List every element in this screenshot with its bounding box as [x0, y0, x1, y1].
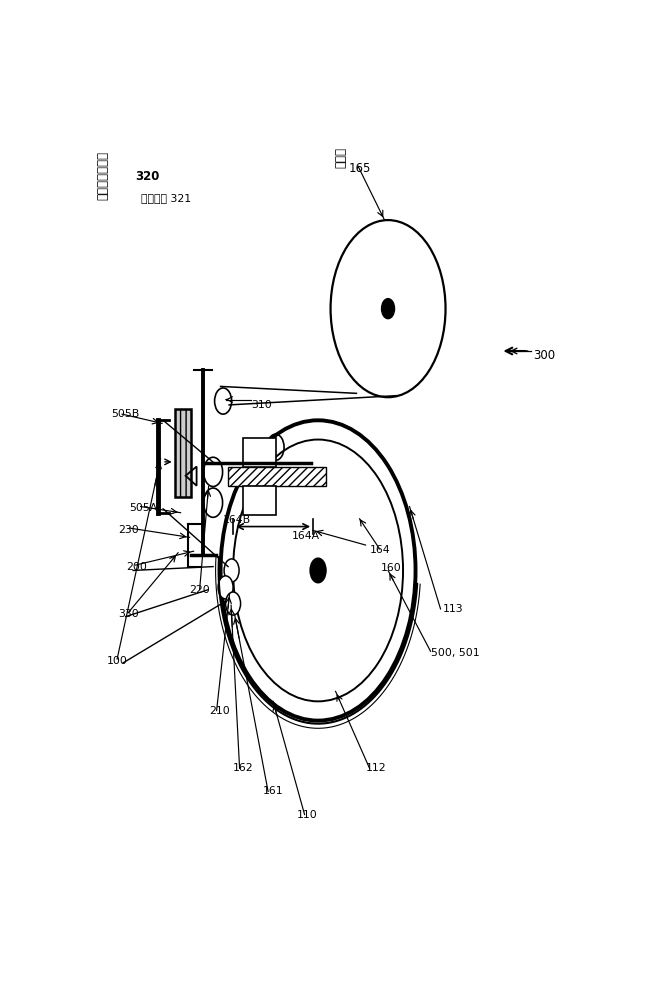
Circle shape	[218, 576, 233, 599]
Text: 164B: 164B	[223, 515, 251, 525]
Circle shape	[226, 592, 241, 615]
Text: 粘合剂分配装置: 粘合剂分配装置	[97, 151, 110, 200]
Text: 162: 162	[233, 763, 253, 773]
Text: 165: 165	[349, 162, 372, 175]
Text: 113: 113	[442, 604, 463, 614]
Text: 切割装置 321: 切割装置 321	[141, 193, 191, 203]
Text: 320: 320	[135, 170, 160, 183]
Text: 500, 501: 500, 501	[431, 648, 479, 658]
Text: 110: 110	[297, 810, 317, 820]
Text: 505B: 505B	[112, 409, 140, 419]
Text: 300: 300	[533, 349, 555, 362]
Text: 160: 160	[381, 563, 401, 573]
Bar	[228, 467, 326, 486]
Text: 330: 330	[118, 609, 139, 619]
Circle shape	[204, 488, 223, 517]
Circle shape	[382, 299, 395, 319]
Text: 100: 100	[106, 656, 128, 666]
Text: 220: 220	[190, 585, 210, 595]
Bar	[175, 409, 191, 497]
Text: 230: 230	[118, 525, 139, 535]
Circle shape	[224, 559, 239, 582]
Bar	[175, 409, 191, 497]
Circle shape	[310, 558, 326, 583]
Text: 164A: 164A	[292, 531, 320, 541]
Text: 拾取辊: 拾取辊	[334, 147, 347, 168]
Text: 112: 112	[366, 763, 386, 773]
Text: 164: 164	[370, 545, 390, 555]
Circle shape	[204, 457, 223, 487]
Text: 161: 161	[263, 786, 284, 796]
Text: 310: 310	[252, 400, 272, 410]
Bar	[243, 438, 275, 467]
Bar	[243, 486, 275, 515]
Text: 200: 200	[126, 562, 148, 572]
Text: 505A: 505A	[130, 503, 158, 513]
Text: 210: 210	[210, 706, 230, 716]
